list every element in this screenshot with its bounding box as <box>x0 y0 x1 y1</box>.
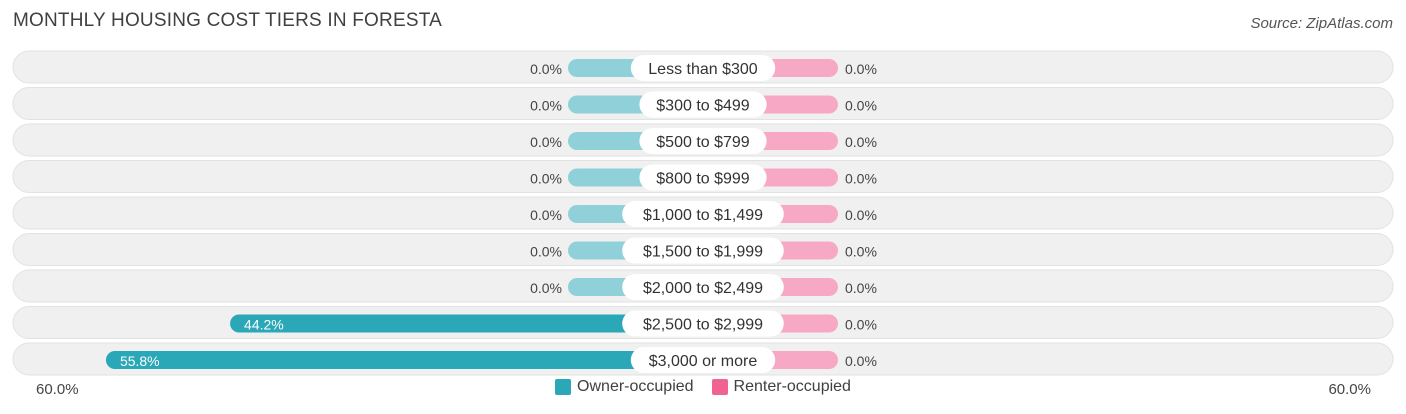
category-pill <box>630 347 776 373</box>
category-label: $1,000 to $1,499 <box>643 207 763 224</box>
category-pill <box>622 237 784 264</box>
owner-value-label: 0.0% <box>530 171 562 187</box>
category-pill <box>630 55 776 81</box>
category-pill <box>639 164 767 191</box>
renter-value-label: 0.0% <box>845 134 877 150</box>
owner-value-label: 0.0% <box>530 244 562 260</box>
owner-value-label: 0.0% <box>530 280 562 296</box>
renter-value-label: 0.0% <box>845 353 877 369</box>
renter-value-label: 0.0% <box>845 171 877 187</box>
legend-item-renter: Renter-occupied <box>711 378 851 396</box>
owner-value-label: 0.0% <box>530 134 562 150</box>
owner-value-label: 0.0% <box>530 98 562 114</box>
owner-value-label: 0.0% <box>530 61 562 77</box>
category-label: $300 to $499 <box>656 98 750 115</box>
category-label: $500 to $799 <box>656 134 750 151</box>
category-label: $3,000 or more <box>649 353 758 370</box>
category-pill <box>639 128 767 154</box>
legend: Owner-occupied Renter-occupied <box>0 378 1406 396</box>
category-label: Less than $300 <box>648 61 758 78</box>
renter-value-label: 0.0% <box>845 317 877 333</box>
axis-right-label: 60.0% <box>1328 381 1371 398</box>
owner-bar <box>230 314 703 333</box>
category-pill <box>622 201 784 227</box>
renter-value-label: 0.0% <box>845 207 877 223</box>
legend-label-renter: Renter-occupied <box>733 378 851 395</box>
category-label: $2,500 to $2,999 <box>643 317 763 334</box>
renter-value-label: 0.0% <box>845 244 877 260</box>
legend-item-owner: Owner-occupied <box>555 378 694 396</box>
chart-title: MONTHLY HOUSING COST TIERS IN FORESTA <box>13 10 442 31</box>
owner-value-label: 0.0% <box>530 207 562 223</box>
category-pill <box>622 274 784 300</box>
category-label: $800 to $999 <box>656 171 750 188</box>
renter-value-label: 0.0% <box>845 98 877 114</box>
category-label: $2,000 to $2,499 <box>643 280 763 297</box>
legend-label-owner: Owner-occupied <box>577 378 694 395</box>
owner-value-label: 44.2% <box>244 317 284 333</box>
category-label: $1,500 to $1,999 <box>643 244 763 261</box>
category-pill <box>622 310 784 337</box>
source-credit: Source: ZipAtlas.com <box>1250 15 1393 32</box>
legend-swatch-owner <box>555 379 572 395</box>
legend-swatch-renter <box>711 379 728 395</box>
owner-bar <box>105 351 703 369</box>
owner-value-label: 55.8% <box>120 353 160 369</box>
category-pill <box>639 91 767 118</box>
renter-value-label: 0.0% <box>845 280 877 296</box>
renter-value-label: 0.0% <box>845 61 877 77</box>
axis-left-label: 60.0% <box>36 381 79 398</box>
